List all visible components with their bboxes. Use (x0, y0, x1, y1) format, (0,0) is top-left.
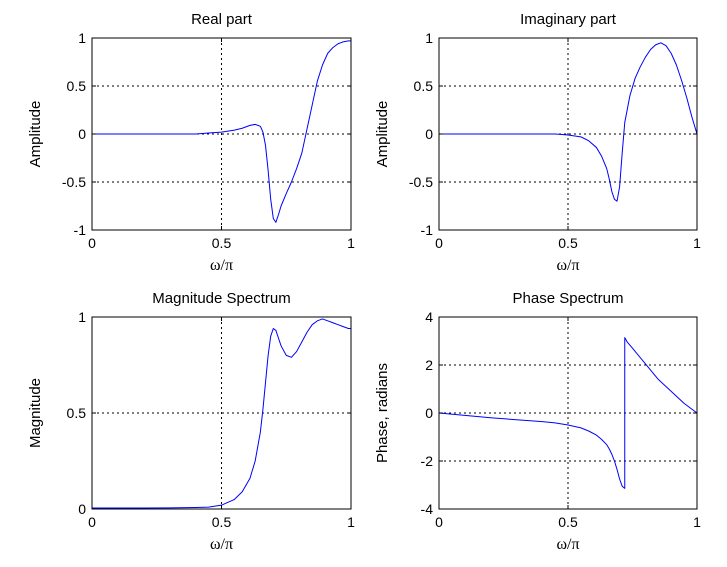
y-tick-label: 0.5 (67, 405, 87, 421)
y-tick-label: -4 (421, 501, 434, 517)
y-tick-label: -0.5 (409, 174, 433, 190)
y-axis-label: Amplitude (27, 101, 44, 168)
x-tick-label: 0 (435, 514, 443, 530)
y-tick-label: 2 (425, 357, 433, 373)
x-axis-label: ω/π (210, 536, 233, 553)
y-tick-label: 0 (425, 405, 433, 421)
series-line (92, 40, 351, 223)
x-axis-label: ω/π (556, 257, 579, 274)
subplot-4: 0 0.5 1 -4 -2 0 2 4 Phase Spectrum ω/π Phase, radi… (374, 290, 701, 553)
y-tick-label: -1 (421, 222, 434, 238)
subplot-1: 0 0.5 1 -1 -0.5 0 0.5 1 Real part ω/π Amplitude (27, 11, 355, 274)
y-tick-label: 0.5 (414, 78, 434, 94)
y-tick-label: -1 (74, 222, 87, 238)
y-tick-label: -0.5 (62, 174, 86, 190)
series-line (439, 42, 698, 202)
y-axis-label: Phase, radians (374, 363, 391, 463)
y-axis-label: Amplitude (374, 101, 391, 168)
subplot-2: 0 0.5 1 -1 -0.5 0 0.5 1 Imaginary part ω/π Amplitu… (374, 11, 701, 274)
y-tick-label: 1 (78, 309, 86, 325)
x-tick-label: 0.5 (212, 514, 232, 530)
subplot-title: Imaginary part (520, 11, 617, 28)
y-tick-label: 0 (425, 126, 433, 142)
x-tick-label: 0.5 (212, 235, 232, 251)
x-axis-label: ω/π (210, 257, 233, 274)
series-line (438, 337, 698, 489)
subplot-3: 0 0.5 1 0 0.5 1 Magnitude Spectrum ω/π Magnitude (27, 290, 355, 553)
y-tick-label: 4 (425, 309, 433, 325)
y-tick-label: 1 (425, 30, 433, 46)
x-tick-label: 1 (693, 235, 701, 251)
subplot-title: Real part (191, 11, 253, 28)
x-axis-label: ω/π (556, 536, 579, 553)
y-tick-label: 1 (78, 30, 86, 46)
x-tick-label: 1 (347, 514, 355, 530)
x-tick-label: 0 (435, 235, 443, 251)
y-tick-label: 0 (78, 126, 86, 142)
y-tick-label: -2 (421, 453, 434, 469)
y-tick-label: 0.5 (67, 78, 87, 94)
x-tick-label: 0.5 (558, 514, 578, 530)
x-tick-label: 1 (347, 235, 355, 251)
subplot-title: Magnitude Spectrum (152, 290, 290, 307)
x-tick-label: 0 (88, 514, 96, 530)
series-line (92, 318, 351, 509)
y-axis-label: Magnitude (27, 378, 44, 448)
x-tick-label: 0.5 (558, 235, 578, 251)
x-tick-label: 0 (88, 235, 96, 251)
x-tick-label: 1 (693, 514, 701, 530)
subplot-title: Phase Spectrum (513, 290, 624, 307)
y-tick-label: 0 (78, 501, 86, 517)
